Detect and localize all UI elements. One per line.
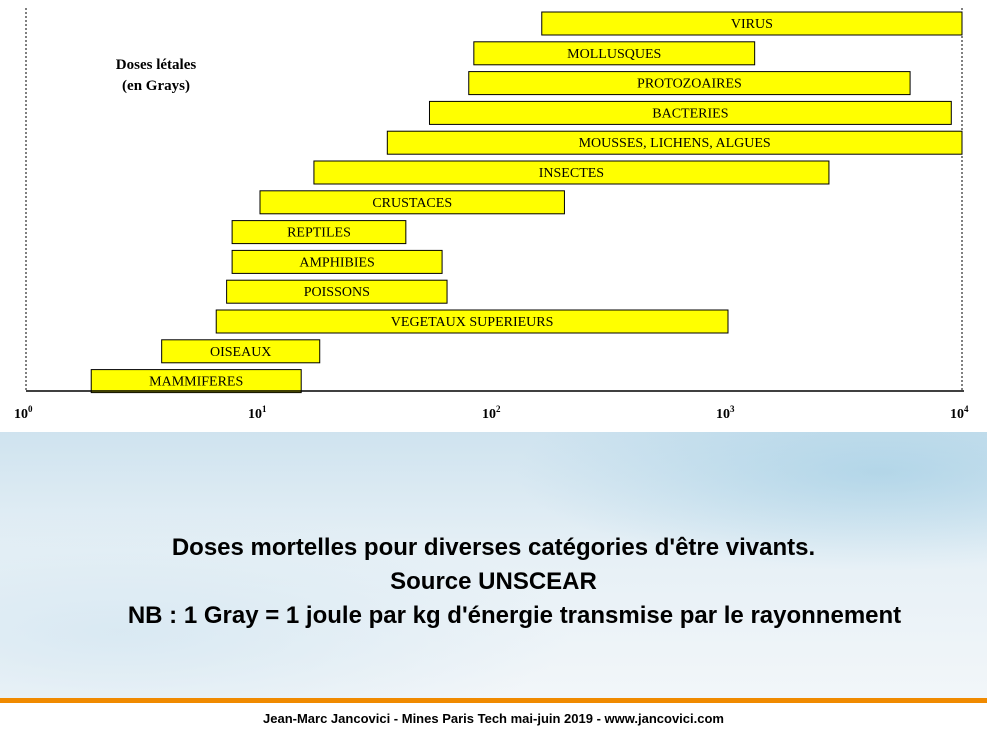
caption-line-title: Doses mortelles pour diverses catégories… xyxy=(171,534,816,561)
bar-label-mousses-lichens-algues: MOUSSES, LICHENS, ALGUES xyxy=(579,136,771,151)
bar-virus xyxy=(541,11,963,36)
bar-mousses-lichens-algues xyxy=(386,130,963,155)
x-tick-label-2: 102 xyxy=(482,404,501,422)
bar-oiseaux xyxy=(161,339,321,364)
bar-label-insectes: INSECTES xyxy=(539,166,604,181)
caption-line-note: NB : 1 Gray = 1 joule par kg d'énergie t… xyxy=(127,602,902,629)
bar-insectes xyxy=(313,160,830,185)
bar-label-reptiles: REPTILES xyxy=(287,226,351,241)
bar-label-vegetaux-superieurs: VEGETAUX SUPERIEURS xyxy=(391,315,554,330)
bar-protozoaires xyxy=(468,71,911,96)
legend-note-line2: (en Grays) xyxy=(122,78,190,94)
orange-divider xyxy=(0,698,987,703)
legend-note: Doses létales (en Grays) xyxy=(88,55,224,97)
chart-area: VIRUS MOLLUSQUES PROTOZOAIRES BACTERIES MOUS… xyxy=(14,8,969,422)
x-tick-label-3: 103 xyxy=(716,404,735,422)
bar-vegetaux-superieurs xyxy=(215,309,729,334)
bar-mollusques xyxy=(473,41,756,66)
x-tick-label-0: 100 xyxy=(14,404,33,422)
bar-label-oiseaux: OISEAUX xyxy=(210,345,271,360)
bar-crustaces xyxy=(259,190,565,215)
bar-label-mammiferes: MAMMIFERES xyxy=(149,375,243,390)
x-tick-label-4: 104 xyxy=(950,404,969,422)
legend-note-line1: Doses létales xyxy=(115,57,197,73)
caption: Doses mortelles pour diverses catégories… xyxy=(0,531,987,633)
footer-credit: Jean-Marc Jancovici - Mines Paris Tech m… xyxy=(0,703,987,730)
bar-label-virus: VIRUS xyxy=(731,17,773,32)
bar-amphibies xyxy=(231,249,443,274)
bar-label-protozoaires: PROTOZOAIRES xyxy=(637,77,742,92)
bar-label-amphibies: AMPHIBIES xyxy=(299,255,374,270)
bar-label-crustaces: CRUSTACES xyxy=(372,196,452,211)
bar-label-mollusques: MOLLUSQUES xyxy=(567,47,661,62)
bar-bacteries xyxy=(428,100,952,125)
bar-mammiferes xyxy=(90,369,302,394)
bar-label-poissons: POISSONS xyxy=(304,285,370,300)
caption-line-source: Source UNSCEAR xyxy=(390,568,597,595)
lethal-dose-chart: VIRUS MOLLUSQUES PROTOZOAIRES BACTERIES MOUS… xyxy=(14,8,969,422)
bar-reptiles xyxy=(231,220,407,245)
caption-background xyxy=(0,432,987,698)
bar-poissons xyxy=(226,279,448,304)
bar-label-bacteries: BACTERIES xyxy=(652,106,728,121)
x-tick-label-1: 101 xyxy=(248,404,267,422)
